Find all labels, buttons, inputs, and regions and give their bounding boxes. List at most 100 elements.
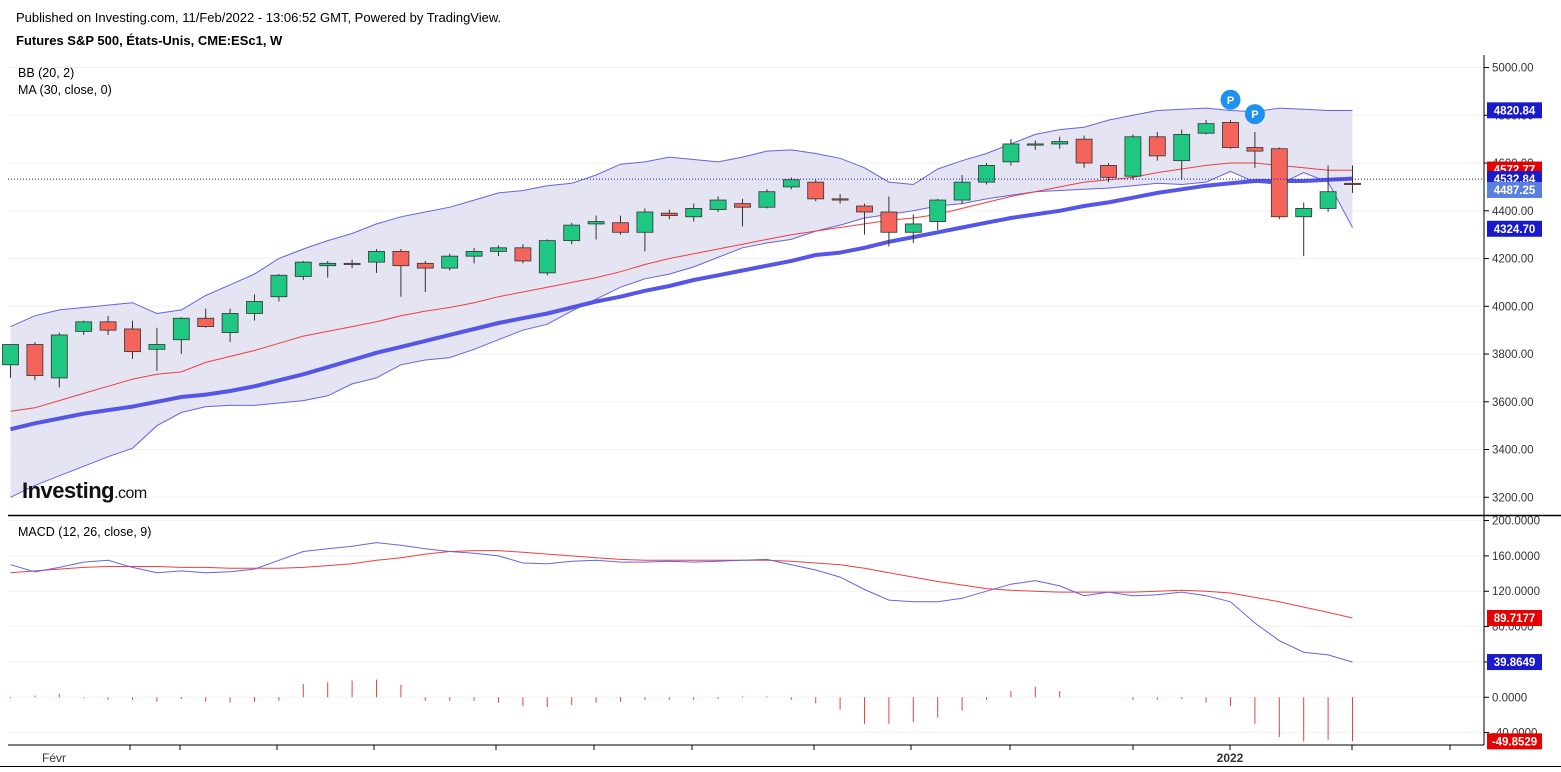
candle (2, 344, 19, 378)
candle-body (416, 262, 434, 269)
candle (124, 320, 141, 359)
value-badge-box (1487, 609, 1542, 626)
candle-body (1295, 208, 1313, 218)
time-label: Févr (42, 751, 66, 765)
candle-body (75, 321, 93, 332)
bb-lower-line (10, 170, 1353, 498)
candle-body (99, 321, 117, 331)
candle-body (758, 191, 776, 208)
price-tick-label: 3200.00 (1492, 492, 1534, 504)
candle-body (1344, 182, 1361, 185)
candle (1075, 135, 1093, 168)
published-info: Published on Investing.com, 11/Feb/2022 … (16, 10, 502, 25)
candle (1148, 132, 1166, 161)
candle-body (1222, 122, 1239, 148)
macd-tick-label: 160.0000 (1492, 551, 1540, 563)
candle (758, 189, 776, 209)
candle-body (50, 334, 68, 379)
candle (831, 194, 849, 204)
value-badge: 4820.84 (1487, 102, 1542, 119)
price-tick-label: 3400.00 (1492, 445, 1534, 457)
bb-middle-line (10, 162, 1353, 412)
candle (392, 248, 410, 297)
candle-body (1246, 147, 1264, 152)
candle (1051, 136, 1069, 149)
price-tick-label: 3600.00 (1492, 397, 1534, 409)
candle (343, 259, 361, 269)
candle-body (294, 261, 312, 277)
candle (197, 308, 215, 328)
price-tick-label: 5000.00 (1492, 63, 1534, 75)
p-marker: P (1220, 89, 1241, 110)
ma-indicator-label[interactable]: MA (30, close, 0) (18, 83, 112, 97)
bb-indicator-label[interactable]: BB (20, 2) (18, 66, 75, 80)
candle-body (148, 344, 166, 350)
p-marker-label: P (1251, 109, 1258, 121)
candle-body (221, 313, 239, 333)
candle (978, 163, 995, 185)
bollinger-bands (10, 107, 1353, 498)
candle-body (1173, 133, 1191, 162)
candle-body (904, 223, 922, 233)
candle (953, 174, 971, 204)
value-badge: 39.8649 (1487, 654, 1542, 671)
candlesticks (2, 120, 1361, 388)
candle (709, 196, 727, 212)
value-badge-box (1487, 220, 1542, 237)
candle (856, 203, 873, 235)
candle (148, 327, 166, 371)
candle-body (1124, 136, 1142, 177)
price-tick-label: 4400.00 (1492, 206, 1534, 218)
p-marker: P (1244, 104, 1265, 125)
candle (1197, 120, 1215, 135)
candle (1295, 202, 1313, 257)
macd-line (10, 542, 1353, 663)
moving-average-30 (10, 176, 1353, 432)
value-badge-label: -49.8529 (1492, 736, 1537, 748)
candle-body (490, 247, 507, 252)
p-markers[interactable]: PP (1220, 89, 1265, 125)
candle-body (343, 262, 361, 265)
candle (50, 332, 68, 388)
candle-body (538, 240, 556, 274)
candle-body (270, 274, 288, 298)
candle-body (1100, 165, 1117, 178)
candle-body (465, 250, 483, 257)
candle-body (978, 165, 995, 183)
value-badge: 4487.25 (1487, 181, 1542, 198)
p-marker-label: P (1227, 95, 1234, 107)
candle (807, 179, 825, 202)
candle (368, 248, 385, 273)
candle (685, 203, 703, 222)
candle-body (807, 181, 825, 200)
value-badges: 4820.844572.774532.844487.254324.7089.71… (1487, 102, 1542, 750)
candle (441, 253, 459, 271)
candle-body (172, 317, 190, 341)
candle-body (26, 344, 44, 376)
candle-body (831, 198, 849, 201)
candle-body (587, 221, 605, 225)
candle (1173, 129, 1191, 180)
candle (929, 198, 947, 230)
value-badge: 4324.70 (1487, 220, 1542, 237)
candle (1222, 120, 1239, 149)
candle (1100, 163, 1117, 183)
candle-body (1002, 143, 1020, 163)
candle (75, 320, 93, 335)
candle (465, 247, 483, 264)
value-badge-label: 4820.84 (1494, 105, 1536, 117)
macd-indicator-label[interactable]: MACD (12, 26, close, 9) (18, 525, 152, 539)
candle (246, 294, 263, 321)
candle-body (246, 301, 263, 314)
candle-body (782, 179, 800, 188)
candle-body (441, 255, 459, 269)
bb-fill (10, 108, 1353, 498)
candle-body (514, 247, 532, 262)
candle-body (1319, 191, 1337, 209)
candle (490, 245, 507, 257)
candle (1124, 134, 1142, 180)
candle (612, 215, 629, 235)
value-badge: -49.8529 (1487, 733, 1542, 750)
candle-body (636, 211, 654, 233)
